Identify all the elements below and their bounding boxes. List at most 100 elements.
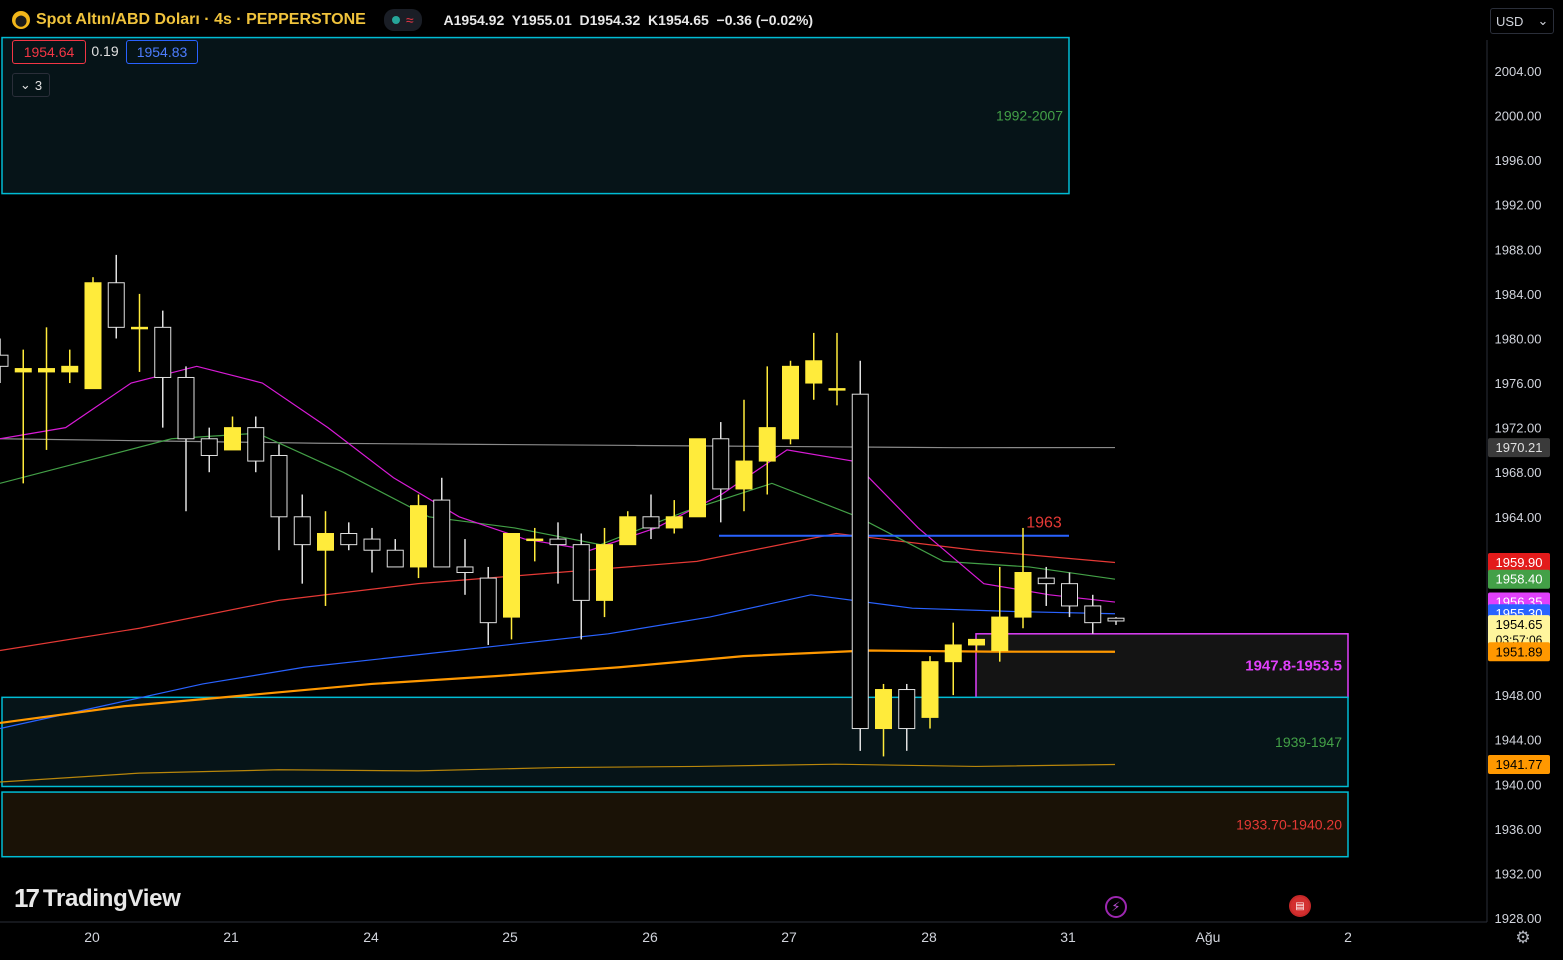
- candle: [828, 332, 846, 406]
- candle: [0, 338, 9, 384]
- candle-body: [1107, 617, 1125, 622]
- price-axis-label-bg: [1488, 642, 1550, 662]
- price-axis-label: 1951.89: [1496, 644, 1543, 659]
- flash-event-icon[interactable]: ⚡: [1105, 896, 1127, 918]
- candle: [61, 349, 79, 384]
- candle-body: [386, 549, 404, 568]
- currency-label: USD: [1496, 13, 1524, 29]
- candle: [526, 527, 544, 562]
- candle: [968, 638, 985, 651]
- candle: [363, 527, 381, 573]
- chevron-down-icon: ⌄: [1537, 13, 1549, 28]
- settings-gear-icon[interactable]: ⚙: [1515, 928, 1531, 947]
- candle: [782, 360, 799, 445]
- candle-body: [433, 499, 451, 568]
- candle-body: [712, 438, 730, 490]
- candle: [84, 277, 102, 390]
- candle-body: [921, 661, 939, 718]
- us-event-flag-icon[interactable]: ▤: [1289, 895, 1311, 917]
- symbol-title[interactable]: Spot Altın/ABD Doları · 4s · PEPPERSTONE: [36, 11, 366, 28]
- ohlc-close-key: K: [648, 12, 659, 28]
- price-tick-label: 1944.00: [1495, 733, 1542, 748]
- market-status[interactable]: ≈: [383, 9, 422, 31]
- candle: [572, 533, 590, 640]
- candle: [177, 366, 195, 512]
- candle-body: [805, 360, 823, 384]
- candle: [1107, 617, 1125, 625]
- time-tick-label: 2: [1344, 929, 1352, 945]
- candle: [270, 444, 288, 551]
- zone-box: [975, 633, 1349, 699]
- tradingview-logo[interactable]: 17 TradingView: [14, 883, 181, 914]
- candle-body: [642, 516, 660, 529]
- ohlc-high-key: Y: [511, 12, 522, 28]
- candle: [991, 566, 1009, 662]
- candle-body: [293, 516, 311, 546]
- candle-body: [131, 326, 148, 330]
- candle: [851, 360, 869, 751]
- candle: [456, 539, 474, 595]
- price-axis-label: 1958.40: [1496, 572, 1543, 587]
- candle-body: [875, 689, 892, 730]
- price-axis-label-bg: [1488, 552, 1550, 572]
- candle-body: [38, 368, 55, 373]
- candle-body: [596, 544, 613, 601]
- price-tick-label: 1980.00: [1495, 331, 1542, 346]
- price-tick-label: 1968.00: [1495, 465, 1542, 480]
- candle-body: [1014, 572, 1032, 618]
- currency-select[interactable]: USD ⌄: [1490, 8, 1554, 34]
- zone-label: 1933.70-1940.20: [1236, 816, 1342, 832]
- candle: [107, 254, 125, 339]
- candle-body: [549, 538, 567, 546]
- candle: [200, 427, 218, 473]
- price-tick-label: 1928.00: [1495, 911, 1542, 926]
- candle: [944, 622, 962, 696]
- candle-body: [665, 516, 683, 529]
- candle: [712, 422, 730, 523]
- price-tick-label: 2004.00: [1495, 64, 1542, 79]
- candle: [758, 366, 776, 495]
- candle-body: [270, 454, 288, 518]
- ohlc-close: 1954.65: [658, 12, 709, 28]
- price-axis-label-bg: [1488, 755, 1550, 775]
- time-tick-label: 26: [642, 929, 658, 945]
- candle: [479, 566, 497, 645]
- price-tick-label: 2000.00: [1495, 109, 1542, 124]
- price-tick-label: 1972.00: [1495, 421, 1542, 436]
- zone-label: 1992-2007: [996, 108, 1063, 124]
- time-tick-label: Ağu: [1196, 929, 1221, 945]
- candle-body: [317, 533, 334, 551]
- ohlc-low: 1954.32: [589, 12, 641, 28]
- zone-box: [1, 791, 1349, 858]
- candle-body: [1061, 583, 1078, 607]
- market-open-icon: [391, 16, 400, 24]
- data-delay-icon: ≈: [405, 12, 414, 28]
- candle-body: [689, 438, 706, 518]
- candle: [619, 511, 637, 546]
- candle-body: [526, 538, 544, 542]
- moving-average-line: [0, 594, 1116, 730]
- candle: [642, 494, 660, 540]
- indicators-toggle[interactable]: ⌄ 3: [12, 73, 50, 97]
- zone-box: [1, 696, 1349, 788]
- candle-body: [84, 282, 102, 390]
- price-tick-label: 1936.00: [1495, 822, 1542, 837]
- moving-average-line: [0, 763, 1116, 783]
- candle-body: [410, 505, 427, 568]
- candle-body: [758, 427, 776, 462]
- price-axis-label-bg: [1488, 615, 1550, 650]
- buy-price-button[interactable]: 1954.83: [126, 40, 198, 64]
- time-tick-label: 21: [223, 929, 239, 945]
- candle: [875, 683, 892, 757]
- tradingview-mark-icon: 17: [14, 883, 40, 913]
- candle-body: [479, 577, 497, 624]
- sell-price-button[interactable]: 1954.64: [12, 40, 86, 64]
- chart-header: ⬤ Spot Altın/ABD Doları · 4s · PEPPERSTO…: [0, 0, 1492, 40]
- ohlc-open-key: A: [443, 12, 454, 28]
- candle-body: [944, 644, 962, 663]
- candle-body: [247, 427, 265, 462]
- time-tick-label: 24: [363, 929, 379, 945]
- candle-body: [0, 354, 9, 367]
- candle: [549, 522, 567, 584]
